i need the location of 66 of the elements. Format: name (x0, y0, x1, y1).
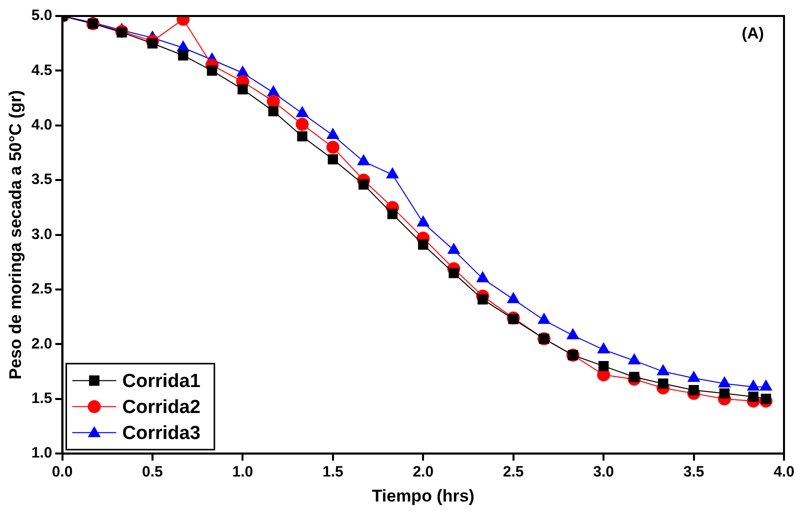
x-tick-label: 2.0 (412, 464, 434, 481)
y-tick-label: 3.5 (31, 171, 52, 188)
point (326, 128, 340, 139)
y-tick-label: 4.0 (31, 116, 52, 134)
point (688, 371, 700, 382)
y-tick-label: 5.0 (31, 7, 52, 24)
point (656, 364, 670, 376)
y-tick-label: 2.5 (31, 280, 52, 298)
point (597, 342, 610, 354)
legend-label: Corrida1 (122, 370, 201, 392)
point (268, 106, 278, 116)
point (387, 208, 398, 220)
point (688, 385, 699, 396)
y-tick-label: 1.5 (31, 390, 52, 408)
point (326, 140, 340, 154)
point (478, 294, 488, 304)
point (267, 86, 280, 96)
annotation: (A) (742, 25, 764, 42)
legend-label: Corrida2 (122, 396, 200, 418)
point (357, 154, 370, 166)
point (448, 243, 460, 254)
point (748, 392, 758, 402)
x-tick-label: 4.0 (774, 464, 794, 481)
point (747, 380, 760, 391)
x-tick-label: 3.0 (593, 464, 614, 481)
y-axis-title: Peso de moringa secada a 50°C (gr) (6, 90, 25, 380)
x-axis-title: Tiempo (hrs) (372, 486, 474, 506)
point (206, 66, 218, 76)
point (178, 50, 188, 60)
point (297, 131, 308, 142)
point (266, 94, 280, 108)
point (628, 354, 640, 364)
x-tick-label: 0.5 (142, 464, 163, 481)
point (538, 313, 550, 324)
point (448, 268, 459, 278)
point (508, 314, 518, 324)
point (386, 168, 399, 178)
point (418, 240, 428, 250)
point (328, 154, 338, 164)
point (629, 372, 640, 382)
point (116, 27, 127, 38)
point (718, 376, 731, 388)
x-tick-label: 1.5 (322, 464, 344, 481)
point (658, 378, 668, 389)
point (296, 106, 308, 118)
x-tick-label: 3.5 (683, 464, 704, 481)
point (598, 360, 609, 372)
point (719, 388, 730, 399)
point (760, 380, 772, 391)
y-tick-label: 2.0 (31, 335, 52, 352)
point (296, 118, 309, 131)
y-tick-label: 3.0 (31, 226, 52, 243)
legend-label: Corrida3 (122, 422, 200, 444)
point (238, 84, 248, 94)
point (507, 292, 520, 304)
point (760, 394, 772, 404)
x-tick-label: 1.0 (232, 464, 254, 481)
x-tick-label: 0.0 (52, 464, 73, 481)
point (358, 179, 369, 190)
point (416, 216, 430, 227)
point (476, 272, 489, 282)
y-tick-label: 4.5 (31, 62, 52, 79)
x-tick-label: 2.5 (502, 464, 524, 481)
y-tick-label: 1.0 (31, 444, 52, 462)
point (566, 328, 580, 340)
point (147, 38, 158, 48)
